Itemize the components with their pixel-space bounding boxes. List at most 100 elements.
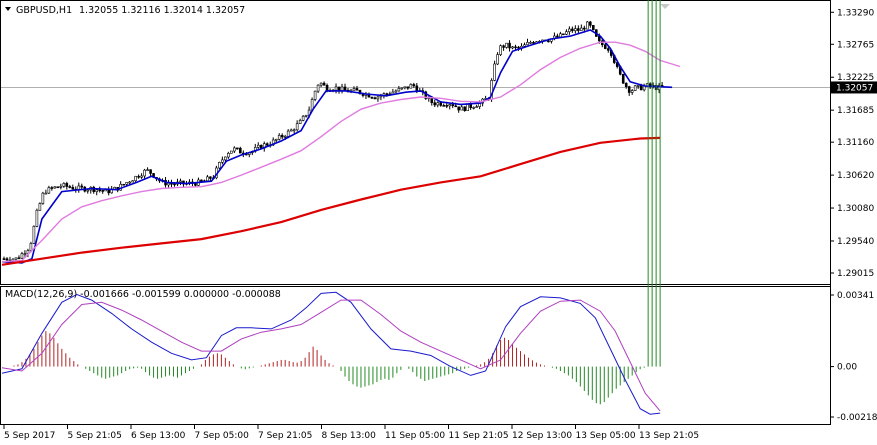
candle-body <box>59 185 63 188</box>
candle-body <box>146 169 149 171</box>
candle-body <box>277 135 281 140</box>
candle-body <box>403 86 407 89</box>
candle-body <box>206 176 209 182</box>
ma-slow-line <box>1 136 661 266</box>
macd-histogram-group <box>13 0 661 405</box>
macd-lines-group <box>1 291 661 415</box>
candle-body <box>17 257 21 260</box>
candle-body <box>224 156 227 161</box>
candle-body <box>400 87 404 90</box>
time-tick-label: 12 Sep 13:00 <box>512 431 572 441</box>
candle-body <box>134 175 137 182</box>
candle-body <box>334 86 338 91</box>
candle-body <box>337 86 341 91</box>
candle-body <box>298 120 302 125</box>
candle-body <box>580 27 583 31</box>
current-price-tag: 1.32057 <box>836 83 873 93</box>
candle-body <box>20 253 24 259</box>
candle-body <box>627 86 631 93</box>
candle-body <box>523 44 526 47</box>
candle-body <box>125 182 128 185</box>
candle-body <box>32 226 36 244</box>
candle-body <box>289 129 293 132</box>
candle-body <box>511 46 514 49</box>
candle-body <box>65 183 69 187</box>
candle-body <box>319 82 323 86</box>
candle-body <box>71 187 75 190</box>
candle-body <box>209 176 212 179</box>
candle-body <box>352 88 356 91</box>
ma-medium-line <box>1 41 681 263</box>
candle-body <box>475 106 478 108</box>
candle-body <box>621 73 625 84</box>
candle-body <box>445 105 449 107</box>
candle-body <box>633 85 637 91</box>
candle-body <box>131 180 134 183</box>
price-tick-label: 1.32225 <box>837 73 874 83</box>
candle-body <box>218 162 221 169</box>
candle-body <box>137 175 140 178</box>
price-tick-label: 1.30080 <box>837 204 874 214</box>
candle-body <box>406 86 410 89</box>
candle-body <box>624 82 628 87</box>
candle-body <box>592 25 595 30</box>
candle-body <box>442 105 446 107</box>
candle-body <box>274 138 278 141</box>
candle-body <box>5 258 9 261</box>
candle-body <box>265 143 269 146</box>
price-panel-frame <box>0 0 831 285</box>
candle-body <box>451 104 455 107</box>
candle-body <box>436 102 440 106</box>
macd-tick-label: 0.00341 <box>837 291 874 301</box>
candle-body <box>454 105 458 108</box>
candle-body <box>526 42 529 46</box>
candle-body <box>597 36 601 42</box>
candle-body <box>565 31 568 35</box>
candle-body <box>47 187 51 194</box>
candle-body <box>259 144 263 149</box>
candle-body <box>286 130 290 137</box>
candle-body <box>562 33 565 36</box>
candle-body <box>221 159 224 163</box>
candle-body <box>283 136 287 138</box>
candle-body <box>589 21 592 26</box>
candle-body <box>280 135 284 138</box>
ohlc-values: 1.32055 1.32116 1.32014 1.32057 <box>79 5 245 16</box>
price-tick-label: 1.32765 <box>837 40 874 50</box>
candle-body <box>639 84 643 91</box>
candle-body <box>385 93 389 95</box>
time-axis-ticks: 5 Sep 2017 5 Sep 21:05 6 Sep 13:00 7 Sep 05… <box>3 425 699 441</box>
candle-body <box>2 258 6 260</box>
time-tick-label: 5 Sep 2017 <box>4 431 55 441</box>
shift-marker-icon[interactable] <box>660 4 670 9</box>
candle-body <box>603 44 607 49</box>
candle-body <box>630 90 634 93</box>
candle-body <box>316 84 320 92</box>
candle-body <box>505 42 508 48</box>
candle-body <box>547 40 550 43</box>
time-tick-label: 11 Sep 21:05 <box>449 431 509 441</box>
candle-body <box>44 192 48 195</box>
candle-body <box>376 96 380 100</box>
time-tick-label: 11 Sep 05:00 <box>385 431 445 441</box>
candle-body <box>508 42 511 49</box>
time-tick-label: 13 Sep 21:05 <box>639 431 699 441</box>
macd-panel-frame <box>0 286 831 425</box>
candle-body <box>568 28 571 32</box>
candle-body <box>173 183 176 186</box>
candle-body <box>571 28 574 32</box>
candle-body <box>463 106 466 111</box>
time-tick-label: 13 Sep 05:00 <box>576 431 636 441</box>
candle-body <box>448 104 452 107</box>
candle-body <box>502 45 505 48</box>
price-tick-label: 1.31160 <box>837 138 874 148</box>
candle-body <box>529 42 532 44</box>
candle-body <box>200 179 203 182</box>
candle-body <box>499 45 502 55</box>
candle-body <box>460 106 463 111</box>
symbol-dropdown-icon[interactable] <box>5 7 11 11</box>
candle-body <box>397 88 401 92</box>
price-axis-ticks: 1.33290 1.32765 1.32225 1.31685 1.31160 1.306… <box>830 8 874 279</box>
macd-tick-label: 0.00 <box>837 363 857 373</box>
